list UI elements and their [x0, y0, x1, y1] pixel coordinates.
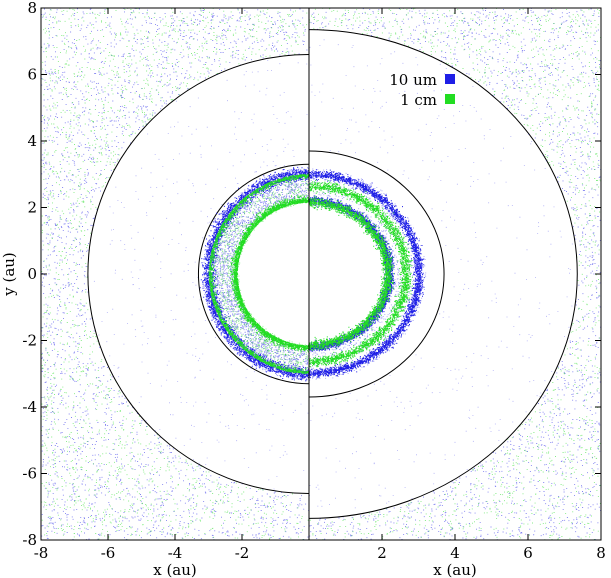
left-panel-rings — [199, 166, 309, 382]
y-axis-label: y (au) — [0, 252, 18, 297]
tick-labels: -8 -6 -4 -2 2 4 6 8 -8 -6 -4 -2 0 2 4 6 8 — [22, 0, 605, 562]
legend-swatch-1cm — [445, 94, 455, 104]
legend-label-1cm: 1 cm — [400, 91, 437, 109]
y-tick-label: 0 — [27, 265, 37, 283]
legend-swatch-10um — [445, 74, 455, 84]
axis-ticks — [40, 7, 602, 541]
right-panel-rings — [309, 168, 427, 381]
left-ring-large-diffuse — [208, 173, 309, 374]
right-ring-large-band-1 — [309, 180, 413, 368]
x-tick-label: 4 — [450, 544, 460, 562]
left-ring-large-inner-band — [230, 194, 309, 356]
x-tick-label: 6 — [523, 544, 533, 562]
legend-label-10um: 10 um — [389, 71, 437, 89]
y-tick-label: 8 — [27, 0, 37, 17]
right-gap-particles — [309, 39, 573, 509]
y-tick-label: 6 — [27, 66, 37, 84]
left-ring-small-diffuse — [202, 167, 309, 381]
right-ring-large-band-0 — [309, 196, 395, 351]
x-tick-label: -6 — [101, 544, 116, 562]
x-tick-label: -4 — [168, 544, 183, 562]
x-tick-label: 8 — [596, 544, 606, 562]
left-gap-particles — [93, 60, 309, 490]
left-x-axis-label: x (au) — [153, 561, 197, 578]
x-tick-label: -8 — [34, 544, 49, 562]
y-tick-label: 2 — [27, 199, 37, 217]
y-tick-label: -8 — [22, 531, 37, 549]
right-ring-small-band-1 — [309, 169, 425, 379]
y-tick-label: -2 — [22, 332, 37, 350]
y-tick-label: -6 — [22, 465, 37, 483]
right-x-axis-label: x (au) — [433, 561, 477, 578]
x-tick-label: 2 — [377, 544, 387, 562]
y-tick-label: 4 — [27, 132, 37, 150]
x-tick-label: -2 — [235, 544, 250, 562]
y-tick-label: -4 — [22, 398, 37, 416]
legend: 10 um 1 cm — [389, 71, 455, 109]
